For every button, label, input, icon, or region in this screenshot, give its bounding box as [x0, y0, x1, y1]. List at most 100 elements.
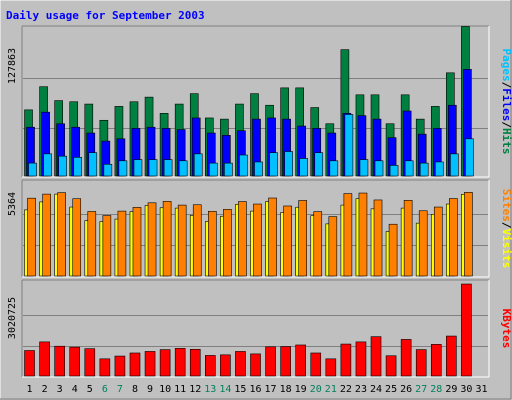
chart-title: Daily usage for September 2003: [6, 9, 205, 22]
sites-bar: [102, 215, 112, 277]
kbytes-bar: [250, 353, 261, 377]
y-max-label: 127863: [7, 48, 18, 84]
legend-part: /: [500, 82, 512, 89]
pages-bar: [239, 154, 248, 177]
sites-bar: [223, 209, 232, 277]
kbytes-bar: [174, 348, 186, 377]
day-label: 31: [475, 384, 487, 395]
pages-bar: [148, 159, 158, 177]
sites-bar: [283, 205, 292, 277]
pages-bar: [58, 155, 67, 177]
kbytes-bar: [280, 346, 291, 377]
sites-bar: [162, 201, 172, 277]
sites-bar: [328, 216, 338, 277]
kbytes-bar: [205, 355, 216, 377]
sites-bar: [433, 206, 443, 277]
day-label: 5: [87, 384, 93, 395]
day-label: 24: [370, 384, 382, 395]
pages-bar: [434, 161, 444, 177]
pages-bar: [299, 158, 308, 177]
sites-bar: [72, 198, 82, 277]
legend-part: Sites: [500, 189, 512, 222]
sites-bar: [132, 207, 142, 277]
sites-bar: [313, 211, 323, 277]
kbytes-bar: [220, 354, 231, 377]
pages-bar: [178, 160, 188, 177]
pages-bar: [73, 157, 83, 177]
kbytes-bar: [84, 348, 96, 377]
day-label: 10: [159, 384, 171, 395]
sites-bar: [192, 204, 202, 277]
sites-bar: [298, 200, 307, 277]
kbytes-bar: [114, 355, 126, 377]
sites-bar: [253, 203, 262, 277]
kbytes-bar: [415, 349, 427, 377]
sites-bar: [373, 199, 383, 277]
pages-bar: [344, 114, 354, 177]
sites-bar: [464, 192, 473, 277]
pages-bar: [374, 160, 384, 177]
legend-part: /: [500, 121, 512, 128]
sites-bar: [388, 223, 398, 277]
legend-part: Files: [500, 88, 512, 121]
sites-bar: [449, 198, 458, 277]
kbytes-bar: [129, 352, 141, 377]
pages-bar: [450, 153, 459, 177]
pages-bar: [254, 161, 263, 177]
day-label: 15: [234, 384, 246, 395]
day-label: 26: [400, 384, 412, 395]
kbytes-bar: [355, 341, 367, 377]
kbytes-bar: [446, 335, 457, 377]
day-label: 21: [325, 384, 337, 395]
hits-files-pages-panel: 127863 Pages/Files/Hits: [7, 25, 512, 178]
kbytes-bar: [340, 343, 352, 377]
day-label: 23: [355, 384, 367, 395]
legend-part: Visits: [500, 229, 512, 269]
day-label: 17: [265, 384, 277, 395]
sites-bar: [57, 192, 66, 277]
day-label: 19: [295, 384, 307, 395]
pages-bar: [209, 162, 218, 177]
sites-bar: [358, 192, 368, 277]
legend-part: KBytes: [500, 309, 512, 349]
pages-bar: [389, 165, 399, 177]
y-max-label: 5364: [7, 192, 18, 216]
day-label: 29: [445, 384, 457, 395]
pages-bar: [103, 163, 113, 177]
day-label: 3: [57, 384, 63, 395]
pages-bar: [269, 152, 278, 177]
kbytes-bar: [430, 344, 442, 377]
kbytes-bar: [235, 351, 246, 377]
kbytes-bar: [325, 358, 337, 377]
pages-bar: [193, 153, 203, 177]
pages-bar: [118, 160, 128, 177]
pages-bar: [404, 160, 414, 177]
pages-bar: [329, 160, 339, 177]
day-label: 12: [189, 384, 201, 395]
pages-bar: [43, 153, 52, 177]
sites-bar: [147, 202, 157, 277]
day-label: 2: [42, 384, 48, 395]
pages-bar: [28, 162, 37, 177]
kbytes-bar: [24, 350, 35, 377]
pages-bar: [224, 162, 233, 177]
day-label: 11: [174, 384, 186, 395]
sites-bar: [177, 204, 187, 277]
kbytes-bar: [295, 344, 306, 377]
series-legend-label: KBytes: [500, 309, 512, 349]
sites-bar: [27, 197, 36, 277]
kbytes-bar: [370, 336, 382, 377]
sites-bar: [238, 201, 247, 277]
pages-bar: [465, 138, 474, 177]
kbytes-bar: [144, 351, 156, 377]
sites-bar: [343, 193, 353, 277]
series-legend-label: Sites/Visits: [500, 189, 512, 269]
legend-part: Pages: [500, 49, 512, 82]
sites-bar: [403, 200, 413, 277]
day-label: 14: [219, 384, 231, 395]
day-label: 20: [310, 384, 322, 395]
y-max-label: 3020725: [7, 297, 18, 339]
day-label: 22: [340, 384, 352, 395]
sites-bar: [418, 210, 428, 277]
